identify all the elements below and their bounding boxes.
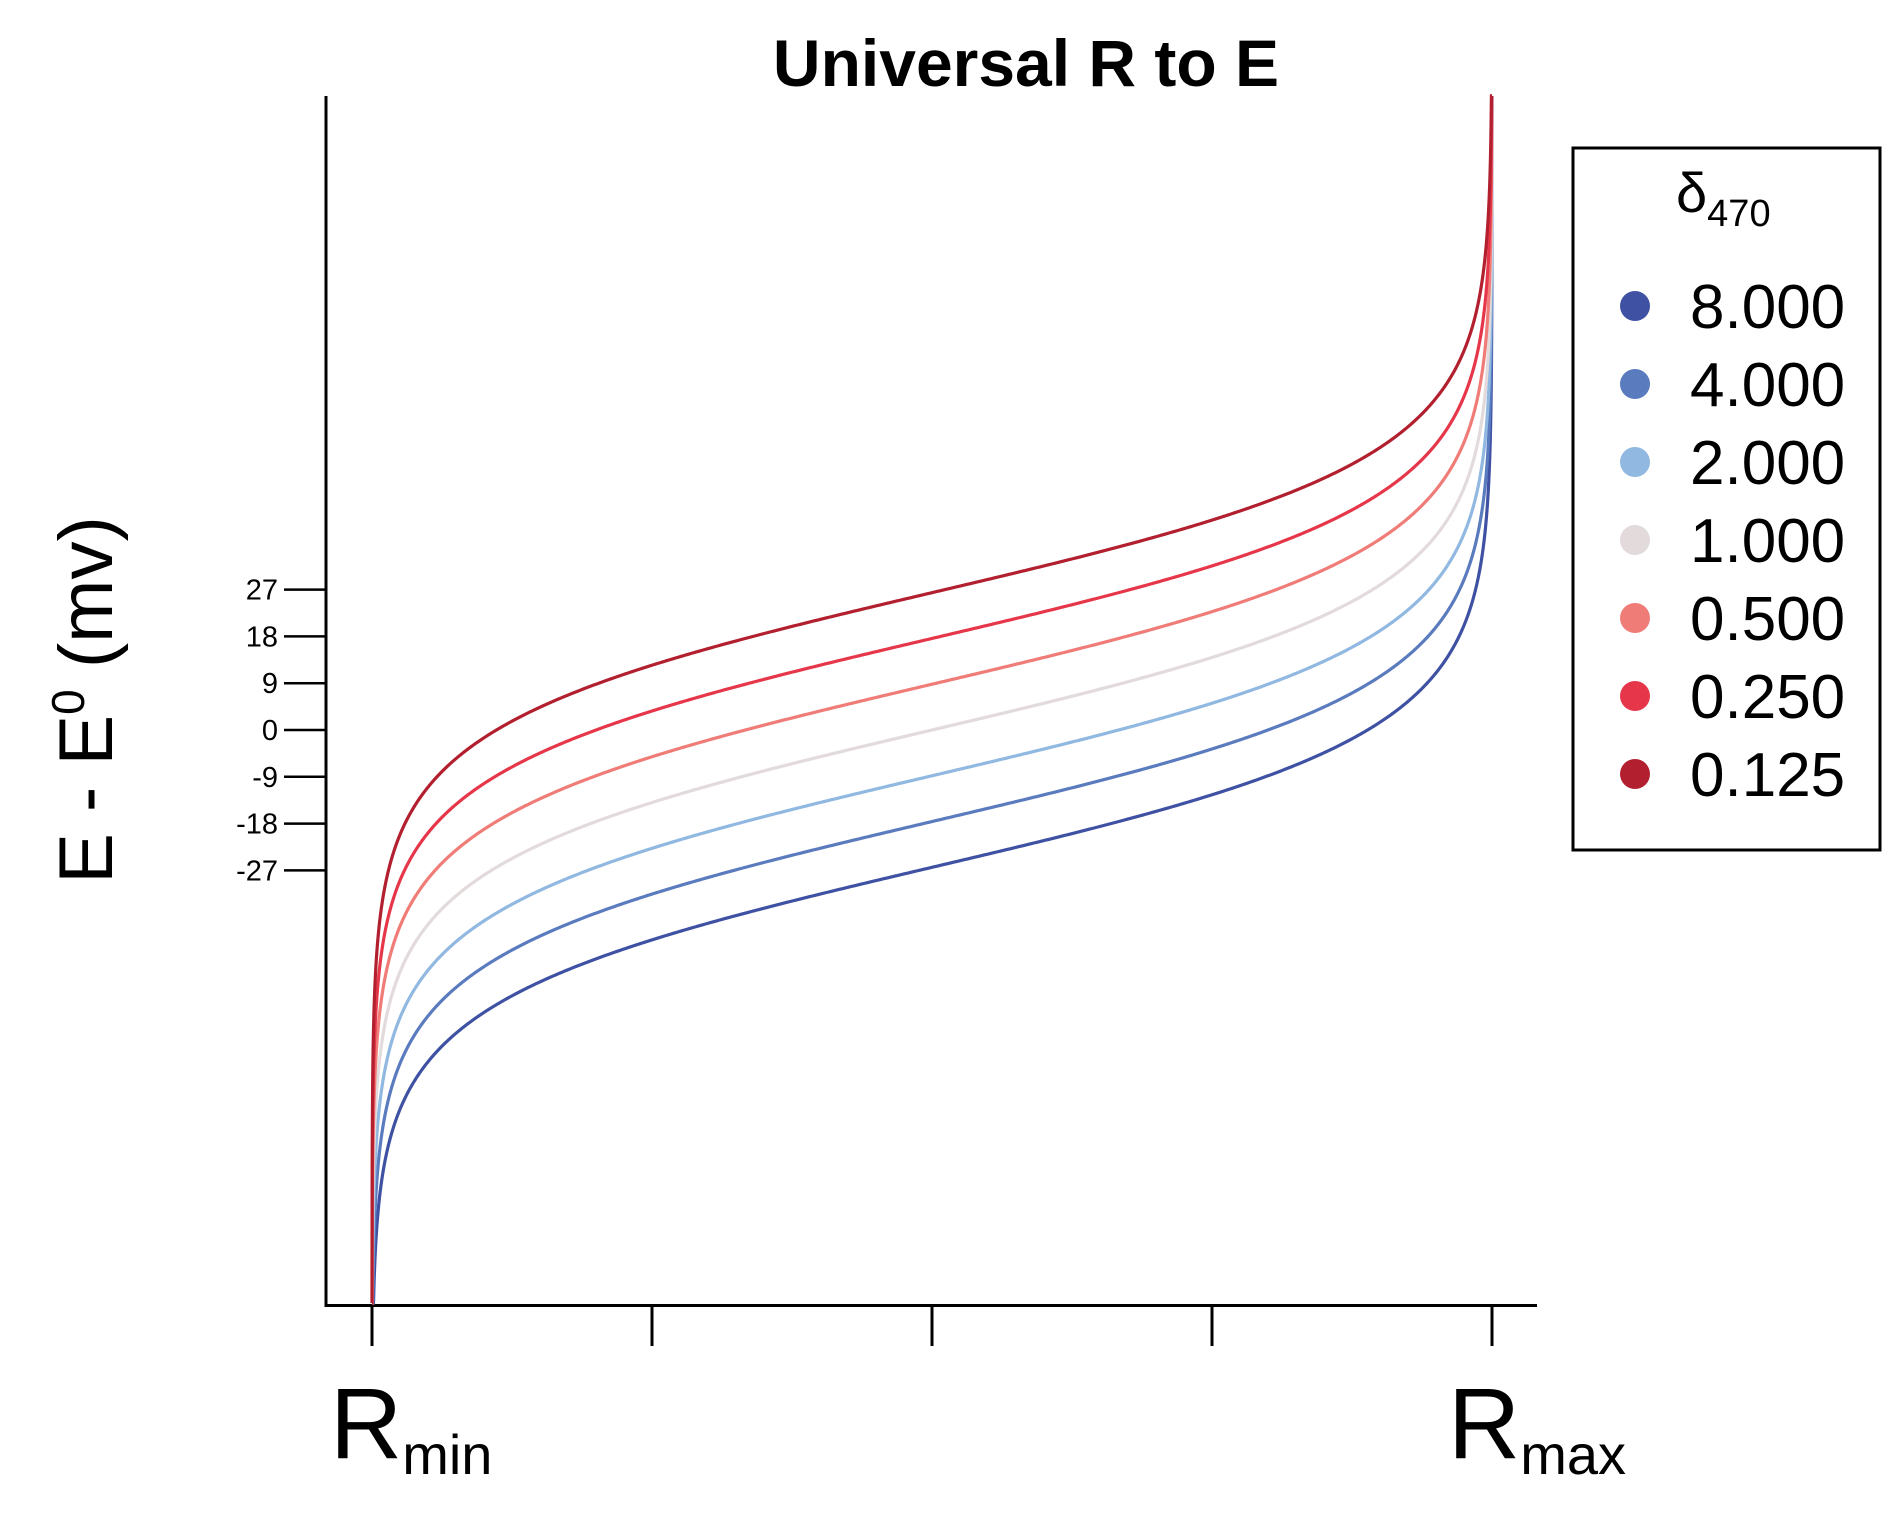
x-label-rmin-main: R <box>330 1368 402 1480</box>
y-axis-label-superscript: 0 <box>42 689 94 715</box>
legend-label: 0.250 <box>1690 663 1845 732</box>
series-line-0.500 <box>370 94 1494 1305</box>
chart-title: Universal R to E <box>773 26 1279 100</box>
y-axis-label-unit: (mv) <box>44 516 129 689</box>
x-label-rmax: Rmax <box>1448 1368 1626 1486</box>
x-label-rmin-sub: min <box>402 1423 492 1486</box>
legend-label: 4.000 <box>1690 351 1845 420</box>
series-line-2.000 <box>370 94 1494 1305</box>
y-axis-label-main: E - E <box>44 715 129 884</box>
series-line-0.125 <box>370 94 1494 1305</box>
legend-title: δ470 <box>1676 161 1771 235</box>
y-tick-label: 0 <box>262 715 278 747</box>
series-line-8.000 <box>371 94 1494 1305</box>
legend-swatch <box>1620 447 1650 477</box>
y-tick-label: -27 <box>236 855 278 887</box>
legend-swatch <box>1620 291 1650 321</box>
x-label-rmin: Rmin <box>330 1368 492 1486</box>
series-lines <box>370 94 1494 1305</box>
legend-swatch <box>1620 681 1650 711</box>
y-tick-label: -18 <box>236 809 278 841</box>
x-label-rmax-sub: max <box>1520 1423 1626 1486</box>
legend-label: 2.000 <box>1690 429 1845 498</box>
x-ticks <box>370 1307 1494 1346</box>
legend-title-sub: 470 <box>1707 193 1770 235</box>
series-line-1.000 <box>370 94 1494 1305</box>
legend-label: 0.500 <box>1690 585 1845 654</box>
legend-label: 1.000 <box>1690 507 1845 576</box>
legend-swatch <box>1620 369 1650 399</box>
legend-swatch <box>1620 603 1650 633</box>
y-tick-label: 18 <box>246 621 278 653</box>
y-axis-label: E - E0 (mv) <box>42 516 129 884</box>
y-tick-label: -9 <box>252 762 278 794</box>
legend-swatch <box>1620 759 1650 789</box>
x-label-rmax-main: R <box>1448 1368 1520 1480</box>
series-line-0.250 <box>370 94 1494 1305</box>
legend-box <box>1571 146 1882 852</box>
series-line-4.000 <box>371 94 1494 1305</box>
legend-label: 8.000 <box>1690 273 1845 342</box>
y-ticks: -27 -18 -9 0 9 18 27 <box>236 575 326 887</box>
legend-title-main: δ <box>1676 161 1707 224</box>
legend-swatch <box>1620 525 1650 555</box>
y-tick-label: 27 <box>246 575 278 607</box>
y-tick-label: 9 <box>262 668 278 700</box>
legend-items: 8.000 4.000 2.000 1.000 0.500 0.250 0.125 <box>1620 273 1845 810</box>
legend-label: 0.125 <box>1690 741 1845 810</box>
legend: δ470 8.000 4.000 2.000 1.000 0.500 0.250 0.125 <box>1571 146 1882 852</box>
